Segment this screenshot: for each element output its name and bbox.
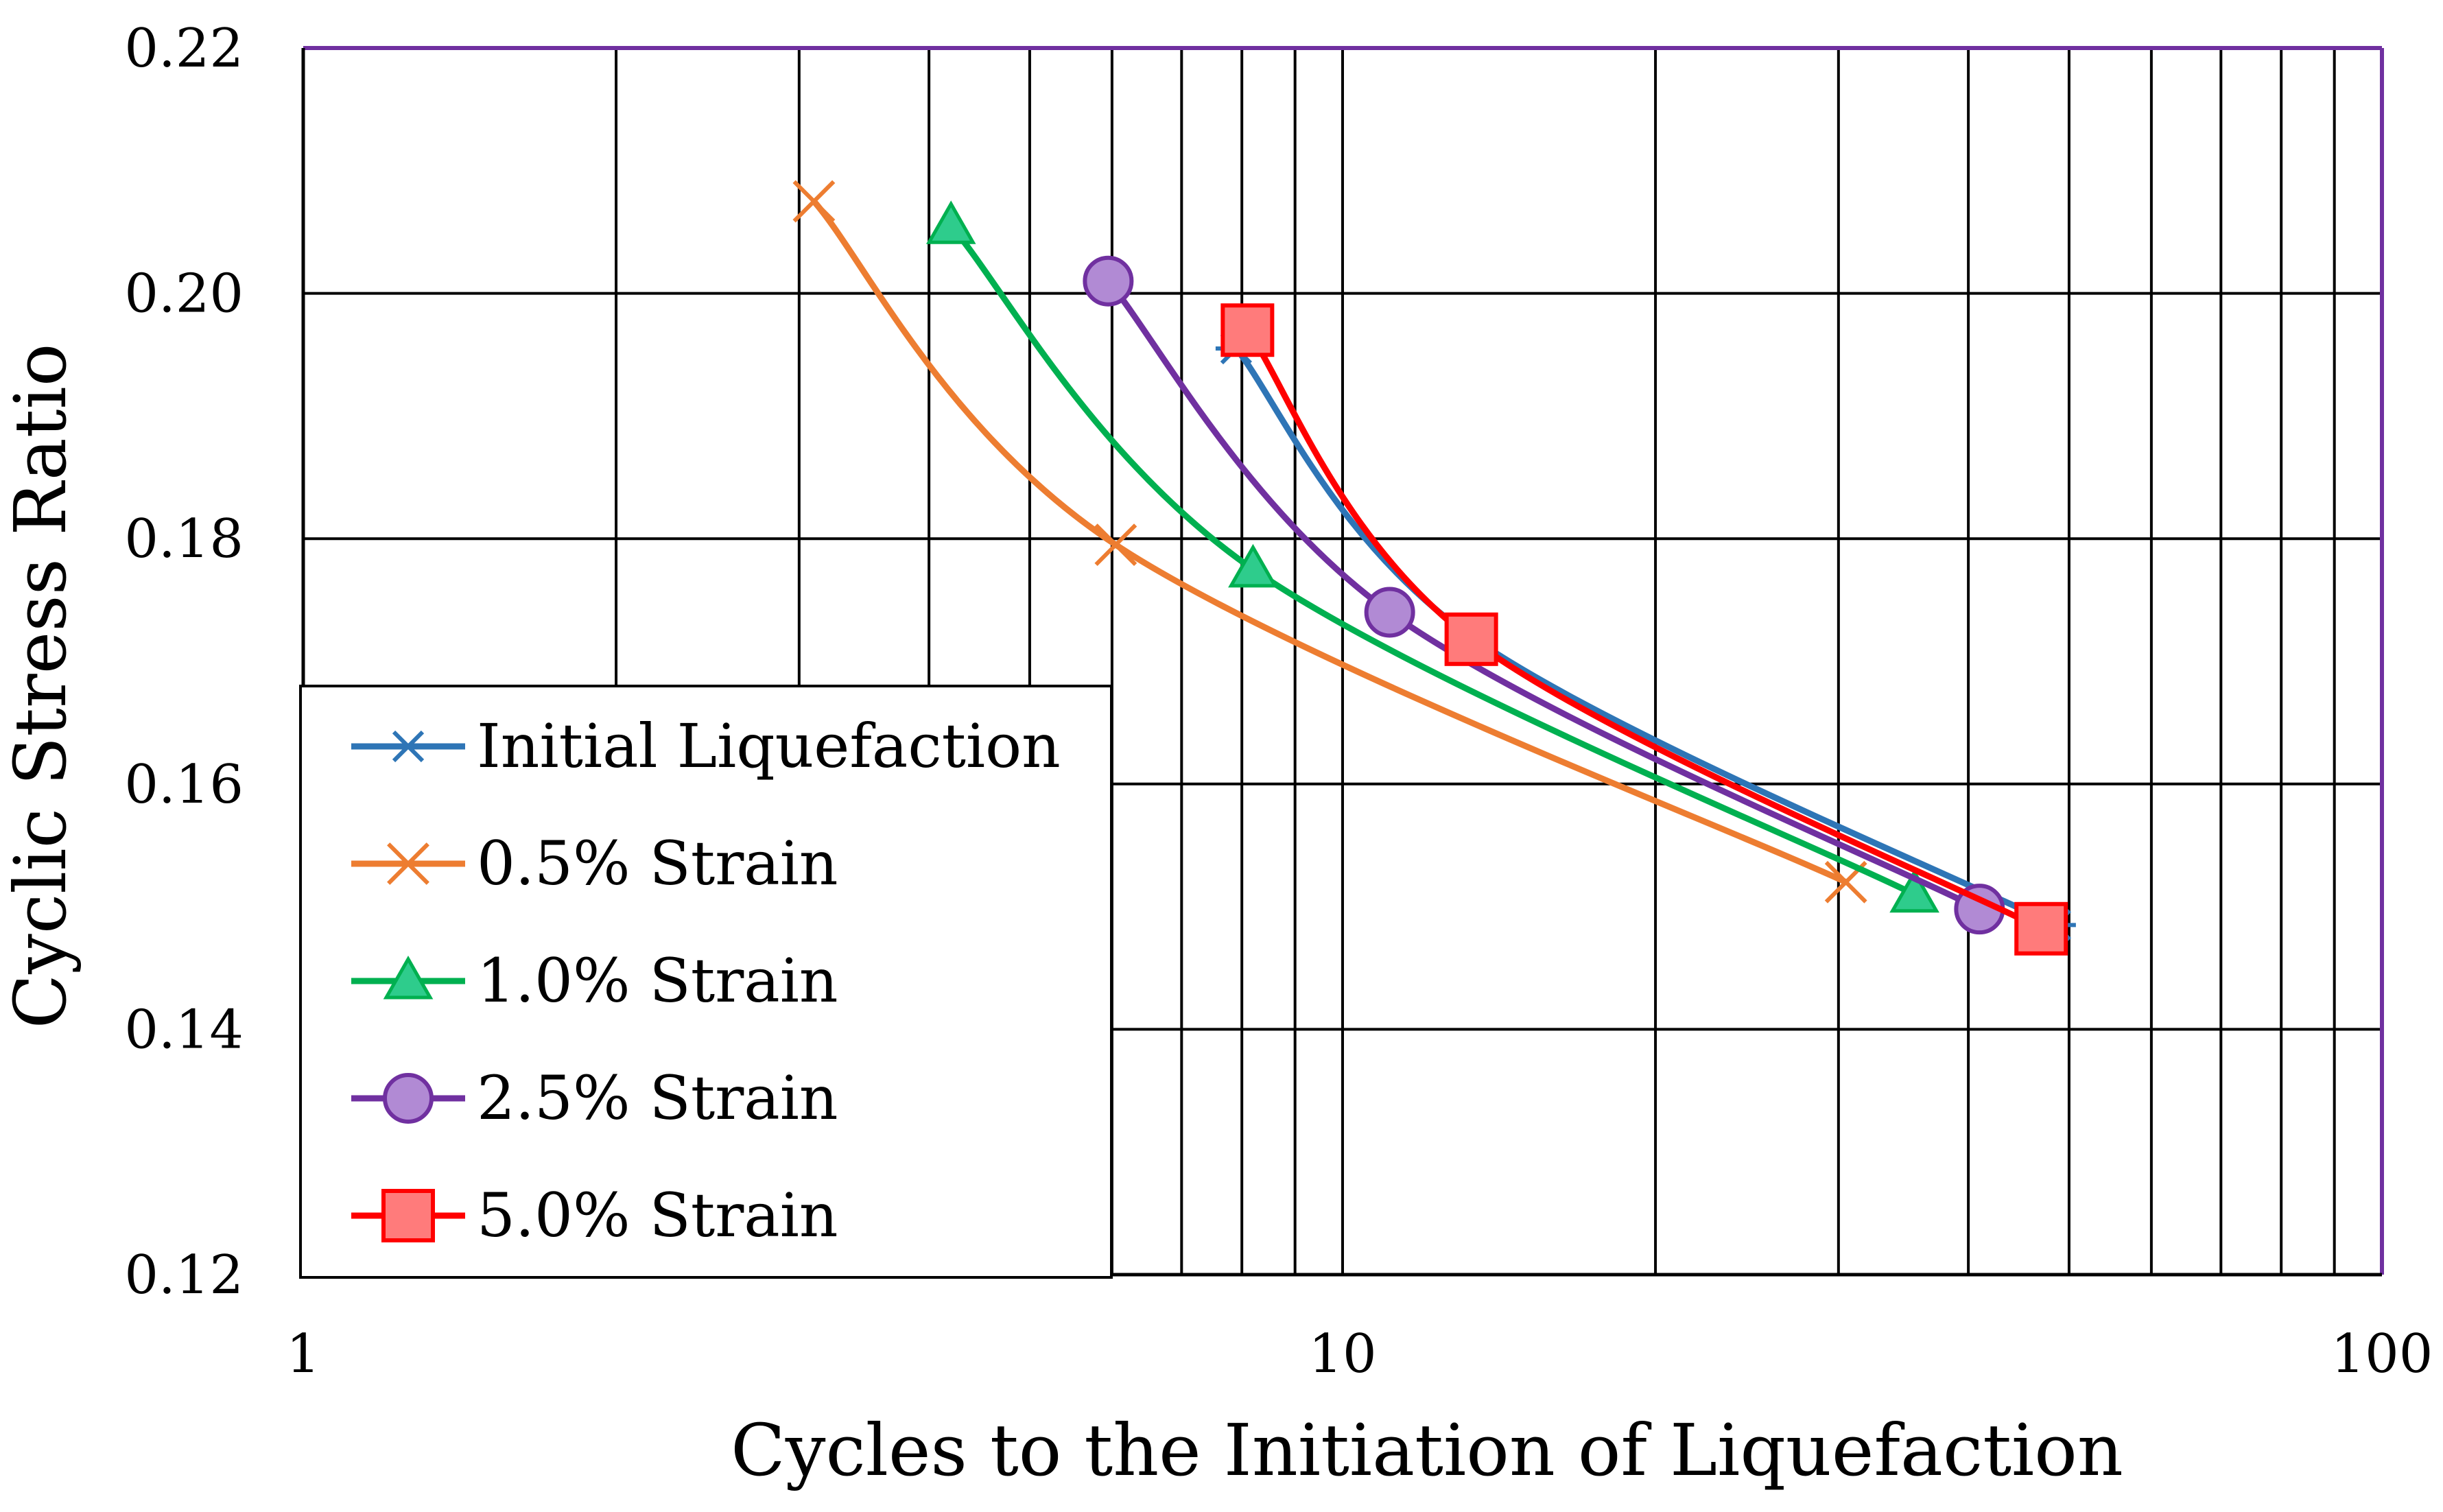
series-1-0-strain [925, 200, 1939, 913]
series-line [947, 222, 1918, 898]
x-axis-label: Cycles to the Initiation of Liquefaction [731, 1408, 2123, 1492]
legend-item: 0.5% Strain [351, 828, 838, 899]
y-tick-label: 0.14 [124, 999, 244, 1061]
data-point [792, 180, 836, 223]
legend-label: 2.5% Strain [477, 1063, 838, 1133]
data-point [2014, 901, 2068, 956]
series-line [1244, 327, 2044, 932]
legend-item: 1.0% Strain [351, 945, 838, 1016]
series-layer [792, 180, 2076, 956]
y-tick-label: 0.22 [124, 18, 244, 80]
series-line [810, 198, 1850, 886]
data-point [1444, 612, 1498, 666]
x-tick-label: 10 [1308, 1323, 1376, 1385]
series-5-0-strain [1220, 303, 2068, 956]
y-tick-label: 0.12 [124, 1244, 244, 1306]
legend-label: Initial Liquefaction [477, 711, 1061, 781]
data-point [925, 200, 976, 244]
data-point [1889, 869, 1939, 913]
data-point [383, 955, 434, 1000]
legend-item: 5.0% Strain [351, 1180, 838, 1251]
legend-label: 5.0% Strain [477, 1180, 838, 1251]
series-line [1233, 345, 2059, 928]
series-initial-liquefaction [1215, 332, 2076, 941]
y-tick-label: 0.20 [124, 263, 244, 325]
legend-item: Initial Liquefaction [351, 711, 1061, 781]
data-point [381, 1189, 435, 1242]
legend-label: 0.5% Strain [477, 828, 838, 899]
data-point [1094, 523, 1137, 567]
data-point [1083, 255, 1134, 307]
x-tick-label: 1 [286, 1323, 320, 1385]
y-tick-label: 0.16 [124, 754, 244, 816]
tick-labels: 0.12 0.14 0.16 0.18 0.20 0.22 1 10 100 [124, 18, 2433, 1385]
legend: Initial Liquefaction 0.5% Strain 1.0% Stra… [299, 685, 1113, 1279]
data-point [387, 842, 429, 885]
x-tick-label: 100 [2331, 1323, 2433, 1385]
data-point [1220, 303, 1275, 357]
series-line [1105, 278, 1983, 912]
legend-label: 1.0% Strain [477, 945, 838, 1016]
legend-item: 2.5% Strain [351, 1063, 838, 1133]
data-point [1228, 543, 1278, 588]
y-axis-label: Cyclic Stress Ratio [0, 344, 82, 1029]
data-point [383, 1073, 434, 1124]
data-point [388, 730, 429, 763]
data-point [1364, 587, 1415, 638]
y-tick-label: 0.18 [124, 508, 244, 570]
series-2-5-strain [1083, 255, 2005, 935]
